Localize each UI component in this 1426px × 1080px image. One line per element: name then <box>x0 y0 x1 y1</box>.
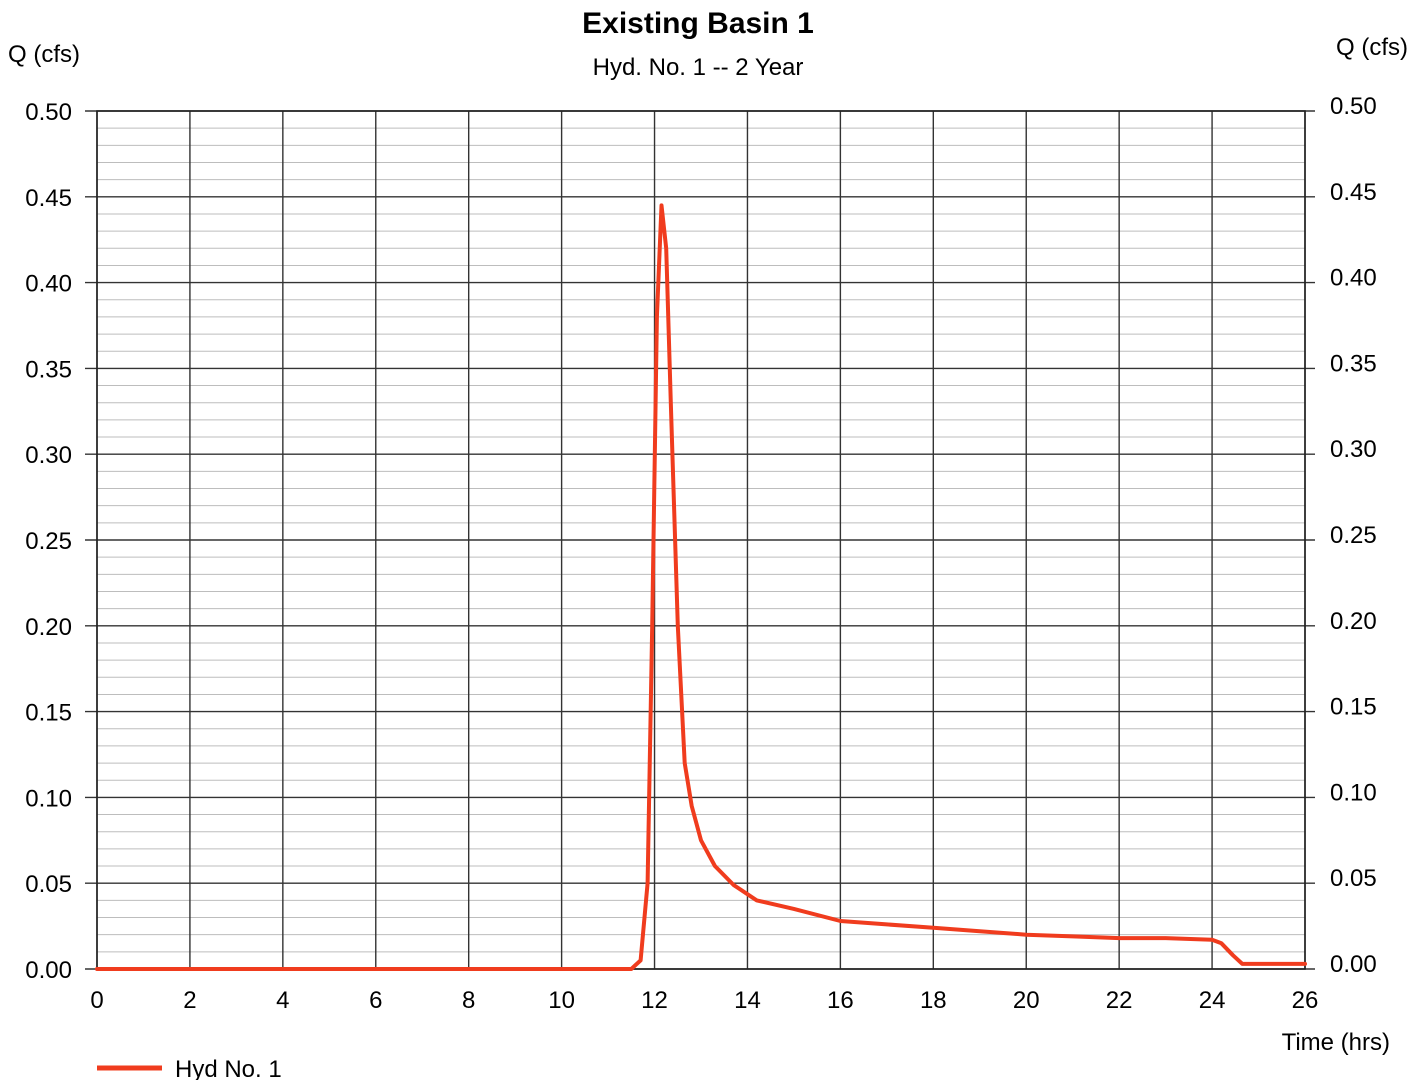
y-tick-label-right: 0.45 <box>1330 179 1377 206</box>
y-axis-title-left: Q (cfs) <box>8 41 80 68</box>
y-tick-label-left: 0.00 <box>25 957 72 984</box>
legend-label: Hyd No. 1 <box>175 1056 282 1080</box>
y-tick-label-right: 0.35 <box>1330 350 1377 377</box>
y-tick-labels-right: 0.00 0.05 0.10 0.15 0.20 0.25 0.30 0.35 0.40 0.45… <box>1330 93 1377 978</box>
x-tick-label: 26 <box>1292 987 1319 1014</box>
y-tick-label-left: 0.05 <box>25 871 72 898</box>
y-tick-label-right: 0.00 <box>1330 951 1377 978</box>
chart-subtitle: Hyd. No. 1 -- 2 Year <box>593 54 804 81</box>
y-tick-label-right: 0.25 <box>1330 522 1377 549</box>
y-tick-label-left: 0.25 <box>25 528 72 555</box>
x-tick-label: 10 <box>548 987 575 1014</box>
series-line-hyd-no-1 <box>95 203 1307 971</box>
y-tick-label-right: 0.30 <box>1330 436 1377 463</box>
y-tick-label-right: 0.50 <box>1330 93 1377 120</box>
y-tick-label-left: 0.45 <box>25 185 72 212</box>
y-tick-label-right: 0.40 <box>1330 265 1377 292</box>
series-layer <box>95 203 1307 971</box>
x-tick-label: 6 <box>369 987 382 1014</box>
legend: Hyd No. 1 <box>97 1056 282 1080</box>
minor-grid <box>97 127 1305 953</box>
y-tick-label-left: 0.30 <box>25 442 72 469</box>
x-axis-title: Time (hrs) <box>1282 1029 1390 1056</box>
y-tick-label-right: 0.20 <box>1330 608 1377 635</box>
x-tick-label: 2 <box>183 987 196 1014</box>
plot-frame <box>96 110 1306 970</box>
x-tick-label: 22 <box>1106 987 1133 1014</box>
y-tick-labels-left: 0.00 0.05 0.10 0.15 0.20 0.25 0.30 0.35 0.40 0.45… <box>25 99 72 984</box>
y-tick-label-right: 0.10 <box>1330 779 1377 806</box>
x-tick-labels: 0 2 4 6 8 10 12 14 16 18 20 22 24 26 <box>90 987 1318 1014</box>
x-tick-label: 14 <box>734 987 761 1014</box>
y-tick-label-left: 0.35 <box>25 356 72 383</box>
y-tick-label-right: 0.05 <box>1330 865 1377 892</box>
x-tick-label: 4 <box>276 987 289 1014</box>
x-tick-label: 8 <box>462 987 475 1014</box>
y-tick-label-left: 0.40 <box>25 271 72 298</box>
x-tick-label: 0 <box>90 987 103 1014</box>
y-tick-label-left: 0.20 <box>25 614 72 641</box>
y-axis-title-right: Q (cfs) <box>1336 34 1408 61</box>
x-tick-label: 12 <box>641 987 668 1014</box>
x-tick-label: 24 <box>1199 987 1226 1014</box>
major-grid <box>85 110 1315 970</box>
x-tick-label: 16 <box>827 987 854 1014</box>
x-tick-label: 18 <box>920 987 947 1014</box>
y-tick-label-left: 0.15 <box>25 700 72 727</box>
y-tick-label-left: 0.10 <box>25 785 72 812</box>
y-tick-label-right: 0.15 <box>1330 694 1377 721</box>
chart-title: Existing Basin 1 <box>582 7 814 40</box>
y-tick-label-left: 0.50 <box>25 99 72 126</box>
x-tick-label: 20 <box>1013 987 1040 1014</box>
